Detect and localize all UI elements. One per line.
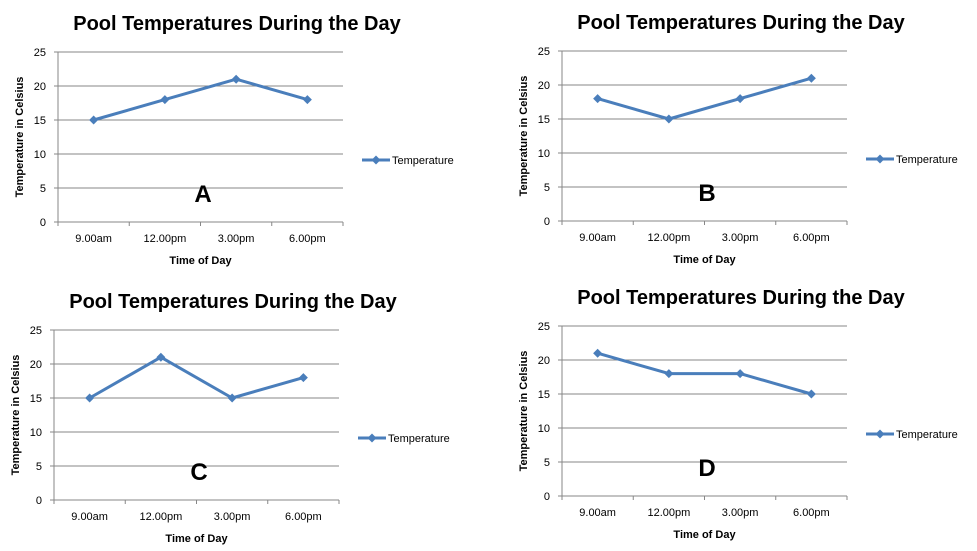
x-tick-label: 12.00pm [143,233,186,245]
data-point [664,369,674,379]
x-axis-title: Time of Day [673,254,736,266]
y-tick-label: 25 [538,321,550,333]
data-point [89,115,99,125]
x-tick-label: 9.00am [75,233,112,245]
y-tick-label: 5 [36,461,42,473]
data-point [735,369,745,379]
series-line [597,76,812,121]
chart-svg: Pool Temperatures During the Day 0 5 10 15 20… [10,291,450,545]
y-tick-label: 0 [36,495,42,507]
series-line [93,77,308,122]
y-tick-label: 10 [538,148,550,160]
chart-svg: Pool Temperatures During the Day 0 5 10 15 20… [14,13,454,267]
y-tick-label: 15 [538,389,550,401]
data-point [735,94,745,104]
y-tick-label: 15 [34,115,46,127]
chart-annotation-letter: A [194,181,211,208]
legend-marker [875,154,885,164]
y-tick-label: 25 [34,47,46,59]
y-tick-label: 25 [538,46,550,58]
y-axis-title: Temperature in Celsius [518,76,530,197]
y-tick-label: 5 [40,183,46,195]
y-tick-label: 0 [40,217,46,229]
data-point [806,389,816,399]
legend-label: Temperature [896,154,958,166]
data-point [664,114,674,124]
x-tick-label: 6.00pm [793,507,830,519]
chart-title: Pool Temperatures During the Day [69,291,397,313]
data-point [231,74,241,84]
series-line [88,355,304,400]
series-line [597,351,812,396]
chart-panel-a: Pool Temperatures During the Day 0 5 10 15 20… [10,4,480,272]
x-axis-title: Time of Day [673,529,736,541]
x-tick-label: 6.00pm [793,232,830,244]
x-tick-label: 9.00am [579,232,616,244]
y-tick-label: 10 [30,427,42,439]
chart-title: Pool Temperatures During the Day [73,13,401,35]
y-axis-title: Temperature in Celsius [14,77,26,198]
y-tick-label: 15 [30,393,42,405]
x-tick-label: 12.00pm [647,232,690,244]
data-point [593,94,603,104]
chart-annotation-letter: D [698,455,715,482]
data-point [302,95,312,105]
y-tick-label: 0 [544,216,550,228]
data-point [806,73,816,83]
chart-annotation-letter: C [190,459,207,486]
legend-label: Temperature [896,429,958,441]
y-tick-label: 10 [538,423,550,435]
y-tick-label: 15 [538,114,550,126]
chart-title: Pool Temperatures During the Day [577,287,905,309]
x-tick-label: 12.00pm [139,511,182,523]
chart-title: Pool Temperatures During the Day [577,12,905,34]
x-tick-label: 9.00am [71,511,108,523]
chart-svg: Pool Temperatures During the Day 0 5 10 15 20… [518,287,958,541]
legend-label: Temperature [388,433,450,445]
legend-marker [367,433,377,443]
chart-panel-b: Pool Temperatures During the Day 0 5 10 15 20… [514,3,974,271]
data-point [160,95,170,105]
y-tick-label: 20 [538,80,550,92]
data-point [227,393,237,403]
legend-marker [371,155,381,165]
legend-label: Temperature [392,155,454,167]
y-axis-title: Temperature in Celsius [518,351,530,472]
chart-panel-c: Pool Temperatures During the Day 0 5 10 15 20… [6,282,476,548]
x-tick-label: 3.00pm [722,507,759,519]
y-tick-label: 20 [30,359,42,371]
y-tick-label: 20 [34,81,46,93]
x-tick-label: 3.00pm [214,511,251,523]
x-axis-title: Time of Day [169,255,232,267]
y-tick-label: 25 [30,325,42,337]
data-point [298,373,308,383]
data-point [156,352,166,362]
data-point [593,348,603,358]
y-tick-label: 20 [538,355,550,367]
legend-marker [875,429,885,439]
x-tick-label: 6.00pm [285,511,322,523]
x-tick-label: 3.00pm [218,233,255,245]
chart-annotation-letter: B [698,180,715,207]
y-axis-title: Temperature in Celsius [10,355,22,476]
x-tick-label: 3.00pm [722,232,759,244]
y-tick-label: 5 [544,182,550,194]
y-tick-label: 10 [34,149,46,161]
chart-svg: Pool Temperatures During the Day 0 5 10 15 20… [518,12,958,266]
y-tick-label: 5 [544,457,550,469]
x-tick-label: 6.00pm [289,233,326,245]
data-point [85,393,95,403]
y-tick-label: 0 [544,491,550,503]
x-tick-label: 9.00am [579,507,616,519]
x-tick-label: 12.00pm [647,507,690,519]
chart-panel-d: Pool Temperatures During the Day 0 5 10 15 20… [514,278,974,546]
x-axis-title: Time of Day [165,533,228,545]
